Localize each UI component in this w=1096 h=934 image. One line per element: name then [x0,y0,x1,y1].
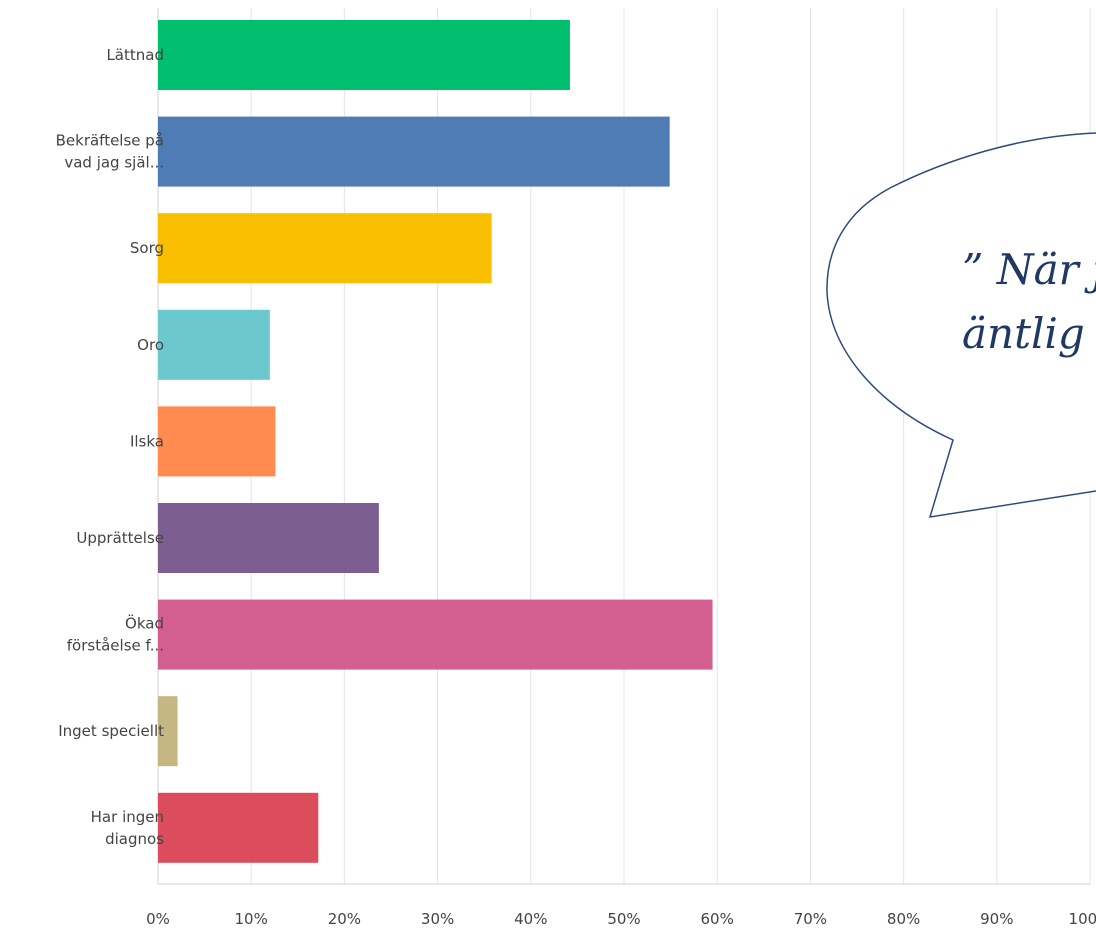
x-axis-ticks: 0% 10% 20% 30% 40% 50% 60% 70% 80% 90% 100% [146,910,1096,928]
x-tick-label: 70% [794,910,827,928]
bar [158,309,270,380]
callout-quote-line-1: ” När j [962,245,1096,294]
bar [158,213,492,284]
bar [158,20,570,90]
bar [158,792,319,863]
callout-quote-line-2: äntlig [962,309,1085,358]
category-label: Ökad [125,614,164,633]
category-label: Har ingen [91,808,164,826]
category-label: diagnos [105,830,164,848]
category-label: förståelse f... [67,637,164,655]
category-label: Upprättelse [76,529,164,547]
category-label: Lättnad [106,46,164,64]
x-tick-label: 30% [421,910,454,928]
category-label: Bekräftelse på [56,132,164,150]
bar [158,599,713,670]
speech-bubble-outline [826,132,1096,518]
x-tick-label: 80% [887,910,920,928]
x-tick-label: 90% [980,910,1013,928]
bar [158,406,276,477]
x-tick-label: 100% [1069,910,1096,928]
speech-bubble: ” När j äntlig [826,132,1096,518]
category-label: Sorg [130,239,164,257]
bar [158,503,379,573]
category-label: Inget speciellt [58,722,164,740]
category-label: Ilska [130,432,164,450]
x-tick-label: 10% [235,910,268,928]
bar [158,116,670,187]
category-labels: Lättnad Bekräftelse på vad jag själ... Sorg… [56,46,165,848]
x-tick-label: 20% [328,910,361,928]
category-label: Oro [137,336,164,354]
x-tick-label: 40% [514,910,547,928]
bars [158,20,713,863]
x-tick-label: 50% [607,910,640,928]
x-tick-label: 60% [701,910,734,928]
category-label: vad jag själ... [64,154,164,172]
bar [158,696,178,767]
x-tick-label: 0% [146,910,170,928]
